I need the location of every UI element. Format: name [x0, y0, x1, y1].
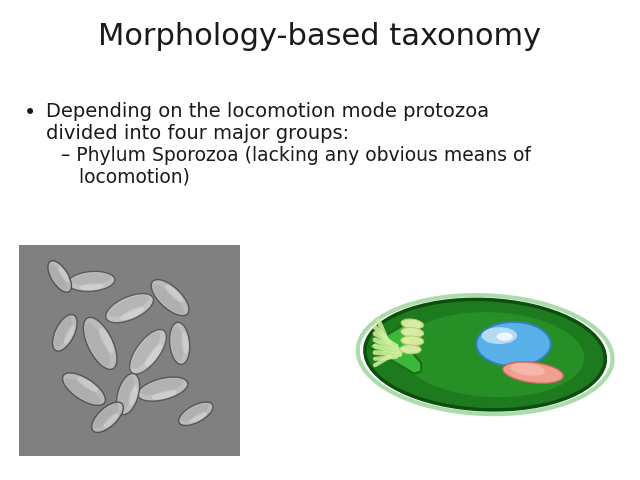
Line: 2 pts: 2 pts [375, 357, 396, 359]
Point [371, 331, 379, 336]
Ellipse shape [153, 285, 184, 314]
Ellipse shape [93, 404, 119, 428]
Ellipse shape [511, 363, 545, 376]
Ellipse shape [80, 283, 104, 290]
Ellipse shape [497, 333, 513, 341]
Ellipse shape [476, 322, 551, 366]
Line: 2 pts: 2 pts [375, 340, 400, 350]
Point [371, 337, 379, 343]
Ellipse shape [145, 345, 162, 366]
Point [396, 348, 404, 353]
Ellipse shape [54, 317, 72, 348]
Ellipse shape [131, 332, 160, 369]
Point [385, 354, 393, 360]
Ellipse shape [63, 373, 106, 405]
Ellipse shape [85, 323, 110, 366]
Ellipse shape [181, 332, 189, 353]
Ellipse shape [400, 312, 584, 397]
Text: •: • [24, 103, 36, 123]
Ellipse shape [52, 314, 77, 351]
Ellipse shape [401, 336, 424, 346]
Ellipse shape [68, 271, 115, 291]
Text: divided into four major groups:: divided into four major groups: [46, 124, 349, 143]
Point [392, 343, 400, 349]
Ellipse shape [71, 273, 111, 285]
Text: locomotion): locomotion) [61, 167, 189, 186]
Ellipse shape [170, 322, 189, 364]
Point [371, 362, 379, 368]
Ellipse shape [400, 345, 421, 354]
Ellipse shape [481, 327, 517, 344]
Ellipse shape [83, 317, 117, 370]
Point [392, 354, 400, 360]
Ellipse shape [189, 412, 207, 423]
Point [371, 349, 379, 355]
Point [396, 352, 404, 358]
Ellipse shape [152, 390, 177, 400]
Line: 2 pts: 2 pts [375, 346, 400, 352]
Polygon shape [368, 319, 421, 373]
Line: 2 pts: 2 pts [375, 357, 389, 365]
Ellipse shape [49, 264, 67, 290]
Ellipse shape [151, 279, 189, 316]
Ellipse shape [58, 266, 68, 282]
Ellipse shape [503, 362, 563, 384]
Text: – Phylum Sporozoa (lacking any obvious means of: – Phylum Sporozoa (lacking any obvious m… [61, 146, 531, 166]
Ellipse shape [401, 327, 424, 337]
Text: Morphology-based taxonomy: Morphology-based taxonomy [99, 22, 541, 50]
Point [371, 343, 379, 349]
Ellipse shape [106, 294, 154, 323]
Ellipse shape [104, 413, 118, 428]
Ellipse shape [129, 385, 138, 406]
Point [375, 318, 383, 324]
Ellipse shape [401, 319, 424, 329]
Ellipse shape [77, 377, 98, 392]
Line: 2 pts: 2 pts [375, 352, 400, 355]
Point [371, 356, 379, 362]
Point [382, 335, 390, 341]
Line: 2 pts: 2 pts [379, 321, 386, 338]
Line: 2 pts: 2 pts [375, 334, 396, 346]
Ellipse shape [172, 325, 184, 361]
Ellipse shape [48, 261, 72, 292]
Ellipse shape [179, 402, 213, 425]
Ellipse shape [130, 329, 166, 374]
Ellipse shape [365, 300, 605, 410]
Ellipse shape [165, 285, 183, 302]
Ellipse shape [92, 402, 124, 432]
Ellipse shape [64, 326, 75, 344]
Ellipse shape [180, 403, 209, 421]
Point [396, 349, 404, 355]
Line: 2 pts: 2 pts [375, 327, 389, 342]
Ellipse shape [141, 379, 183, 395]
Ellipse shape [116, 373, 140, 415]
Ellipse shape [138, 377, 188, 401]
Ellipse shape [118, 376, 134, 411]
Ellipse shape [99, 328, 114, 353]
Text: Depending on the locomotion mode protozoa: Depending on the locomotion mode protozo… [46, 102, 489, 121]
Ellipse shape [120, 307, 144, 320]
Point [385, 339, 393, 345]
Point [371, 324, 379, 330]
Ellipse shape [108, 295, 148, 317]
Ellipse shape [65, 378, 100, 404]
